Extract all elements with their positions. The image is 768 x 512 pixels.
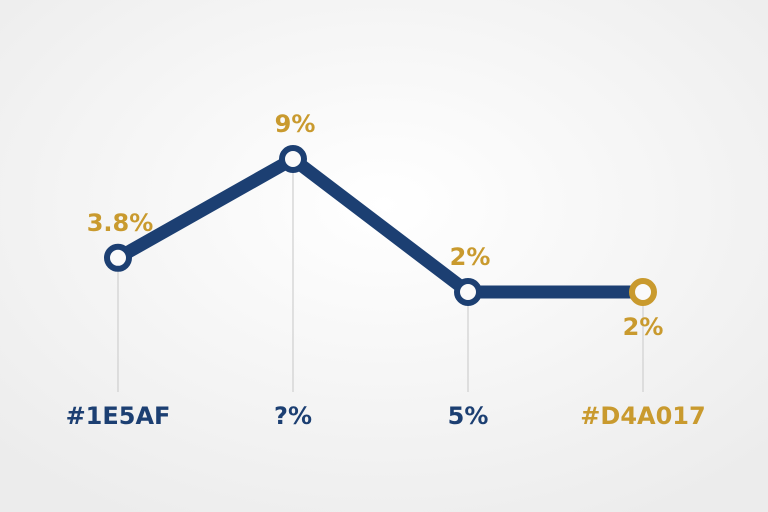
point	[454, 278, 482, 306]
x-tick-label: #1E5AF	[66, 402, 171, 430]
point	[279, 145, 307, 173]
data-label: 3.8%	[87, 209, 154, 237]
data-label: 2%	[450, 243, 491, 271]
x-tick-label: ?%	[274, 402, 312, 430]
x-tick-label: 5%	[448, 402, 489, 430]
point	[629, 278, 657, 306]
data-label: 2%	[623, 313, 664, 341]
point	[104, 243, 132, 272]
line	[114, 152, 643, 299]
x-tick-label: #D4A017	[580, 402, 705, 430]
data-label: 9%	[275, 110, 316, 138]
